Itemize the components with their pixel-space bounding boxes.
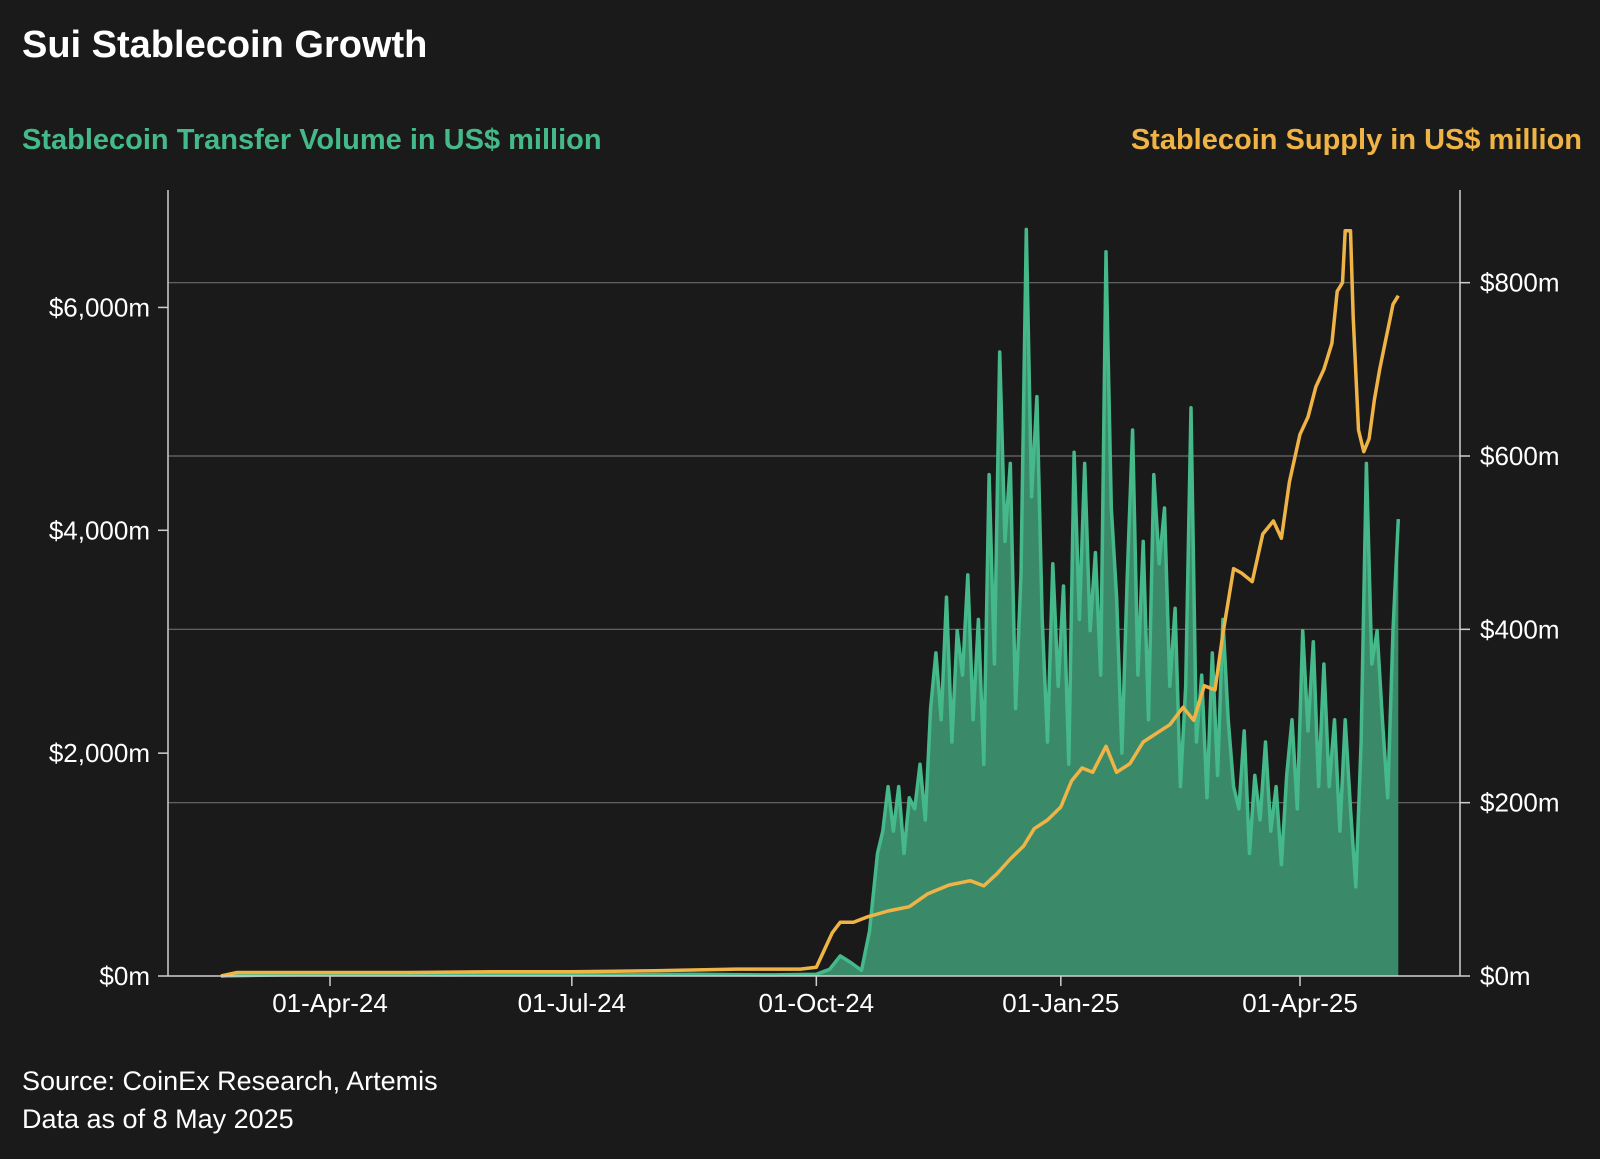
- x-tick-label: 01-Apr-25: [1242, 988, 1358, 1018]
- chart-footer: Source: CoinEx Research, Artemis Data as…: [22, 1062, 438, 1138]
- volume-area: [221, 229, 1399, 976]
- x-tick-label: 01-Oct-24: [759, 988, 875, 1018]
- x-tick-label: 01-Jul-24: [518, 988, 626, 1018]
- right-axis-title: Stablecoin Supply in US$ million: [1130, 124, 1582, 156]
- left-tick-label: $6,000m: [49, 292, 150, 322]
- left-tick-label: $0m: [99, 961, 150, 991]
- chart-svg: $0m $2,000m $4,000m $6,000m $0m $200m $400m $60…: [49, 190, 1560, 1018]
- left-tick-label: $4,000m: [49, 515, 150, 545]
- right-tick-label: $200m: [1480, 788, 1560, 818]
- left-axis-title: Stablecoin Transfer Volume in US$ millio…: [22, 124, 602, 156]
- right-tick-label: $400m: [1480, 614, 1560, 644]
- right-tick-label: $800m: [1480, 268, 1560, 298]
- right-tick-label: $600m: [1480, 441, 1560, 471]
- source-note: Source: CoinEx Research, Artemis: [22, 1066, 438, 1096]
- volume-line: [220, 227, 1401, 978]
- data-date-note: Data as of 8 May 2025: [22, 1104, 294, 1134]
- axes-layer: $0m $2,000m $4,000m $6,000m $0m $200m $400m $60…: [49, 190, 1560, 1018]
- grid-layer: [168, 282, 1460, 804]
- right-tick-label: $0m: [1480, 961, 1531, 991]
- supply-line: [220, 228, 1400, 978]
- x-tick-label: 01-Apr-24: [272, 988, 388, 1018]
- x-tick-label: 01-Jan-25: [1002, 988, 1119, 1018]
- chart-title: Sui Stablecoin Growth: [22, 24, 428, 66]
- left-tick-label: $2,000m: [49, 738, 150, 768]
